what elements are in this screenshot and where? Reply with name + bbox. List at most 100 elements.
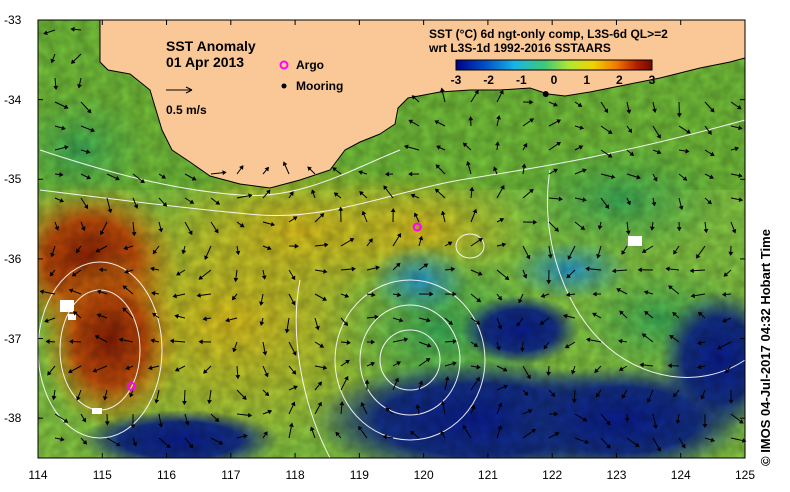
- current-vector-head: [529, 188, 534, 194]
- current-vector-head: [448, 320, 453, 325]
- colorbar-tick-label: -3: [450, 73, 462, 87]
- current-vector-head: [82, 439, 88, 445]
- current-vector-head: [43, 30, 48, 35]
- current-vector-head: [707, 199, 712, 205]
- current-vector-head: [703, 228, 709, 234]
- current-vector-head: [415, 404, 421, 409]
- current-vector-head: [634, 442, 640, 448]
- current-vector-head: [611, 268, 617, 274]
- current-vector-head: [396, 233, 402, 238]
- current-vector-head: [462, 142, 468, 148]
- current-vector-head: [154, 399, 160, 404]
- current-vector-head: [182, 400, 187, 406]
- current-vector-head: [499, 89, 504, 95]
- current-vector-head: [131, 231, 137, 237]
- current-vector-head: [264, 372, 269, 378]
- current-vector-head: [476, 364, 481, 370]
- current-vector-head: [725, 368, 730, 374]
- current-vector-head: [579, 125, 584, 130]
- current-vector-head: [291, 370, 297, 375]
- current-vector-head: [493, 166, 498, 172]
- current-vector-head: [466, 161, 471, 166]
- current-vector-head: [434, 120, 440, 125]
- current-vector-head: [690, 293, 695, 299]
- current-vector-head: [262, 351, 268, 356]
- current-vector-head: [626, 200, 631, 206]
- colorbar-tick-label: 2: [615, 73, 623, 87]
- current-vector-head: [385, 171, 390, 177]
- current-vector-head: [592, 291, 597, 297]
- current-vector-head: [98, 267, 103, 273]
- current-vector-head: [619, 310, 624, 316]
- current-vector-head: [584, 439, 590, 445]
- current-vector-head: [410, 430, 415, 436]
- current-vector-head: [597, 225, 603, 230]
- current-vector-head: [709, 174, 714, 179]
- current-vector-head: [319, 213, 325, 218]
- current-vector-head: [94, 335, 100, 340]
- current-vector-head: [68, 368, 73, 374]
- current-vector-head: [621, 250, 626, 255]
- current-vector-head: [86, 108, 92, 114]
- current-vector-head: [218, 440, 224, 445]
- contour-lines: [37, 119, 746, 459]
- current-vector-head: [50, 58, 56, 64]
- current-vector-head: [565, 292, 571, 298]
- argo-legend-icon: [279, 60, 289, 70]
- current-vector-head: [317, 401, 322, 407]
- current-vector-head: [385, 407, 391, 413]
- current-vector-head: [70, 26, 75, 32]
- current-vector-head: [239, 165, 244, 170]
- current-vector-head: [290, 401, 296, 407]
- current-vector-head: [90, 127, 95, 133]
- current-vector-head: [196, 292, 201, 298]
- current-vector-head: [232, 347, 237, 353]
- current-vector-head: [202, 316, 207, 322]
- current-vector-head: [107, 208, 113, 214]
- current-vector-head: [69, 339, 74, 345]
- current-vector-head: [198, 275, 204, 280]
- lon-tick-label: 123: [606, 468, 627, 482]
- current-vector-head: [738, 419, 744, 424]
- current-vector-head: [556, 141, 561, 147]
- current-vector-head: [319, 343, 325, 348]
- current-vector-head: [696, 253, 701, 259]
- current-vector-head: [122, 307, 127, 313]
- current-vector-head: [203, 369, 208, 374]
- current-vector-head: [477, 271, 483, 276]
- current-vector-head: [440, 430, 445, 436]
- current-vector-head: [567, 255, 572, 260]
- current-vector-head: [592, 312, 597, 318]
- current-vector-head: [462, 424, 467, 430]
- current-vector-head: [59, 198, 65, 203]
- current-vector-head: [523, 391, 529, 396]
- current-vector-head: [667, 363, 672, 369]
- current-vector-head: [665, 266, 670, 272]
- current-vector-head: [49, 271, 55, 277]
- current-vector-head: [522, 143, 528, 148]
- current-vector-head: [115, 441, 121, 447]
- current-vector-head: [656, 134, 661, 139]
- current-vector-head: [474, 89, 479, 95]
- current-vector-head: [717, 345, 722, 350]
- current-vector-head: [264, 391, 270, 397]
- current-vector-head: [263, 431, 268, 436]
- current-vector-head: [346, 340, 351, 345]
- current-vector-head: [440, 210, 446, 216]
- current-vector-head: [289, 191, 294, 196]
- current-vector-head: [162, 202, 168, 207]
- current-vector-head: [152, 249, 158, 255]
- current-vector-head: [70, 59, 76, 64]
- current-vector-head: [323, 269, 328, 274]
- current-vector-head: [129, 392, 134, 398]
- current-vector-head: [383, 185, 388, 191]
- current-vector-head: [322, 296, 327, 301]
- current-vector-head: [625, 230, 631, 235]
- current-vector-head: [564, 343, 570, 349]
- current-vector-head: [594, 368, 599, 373]
- current-vector-head: [288, 422, 294, 428]
- current-vector-head: [231, 295, 237, 301]
- current-vector-head: [398, 317, 404, 323]
- lat-tick-label: -38: [4, 411, 22, 426]
- current-vector-head: [368, 238, 373, 243]
